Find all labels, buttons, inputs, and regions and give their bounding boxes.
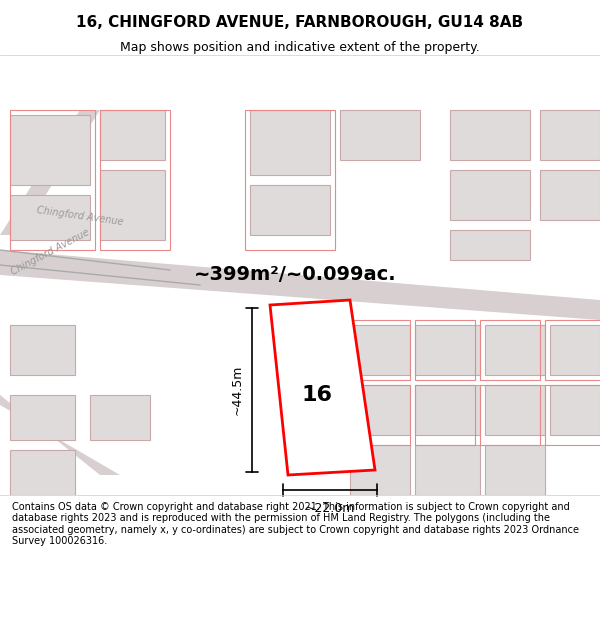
- Polygon shape: [10, 395, 75, 440]
- Polygon shape: [0, 110, 100, 235]
- Text: ~44.5m: ~44.5m: [231, 365, 244, 415]
- Polygon shape: [10, 115, 90, 185]
- Polygon shape: [100, 170, 165, 240]
- Polygon shape: [350, 325, 410, 375]
- Polygon shape: [90, 395, 150, 440]
- Text: Contains OS data © Crown copyright and database right 2021. This information is : Contains OS data © Crown copyright and d…: [12, 501, 579, 546]
- Polygon shape: [350, 445, 410, 495]
- Text: 16: 16: [302, 385, 332, 405]
- Polygon shape: [10, 450, 75, 495]
- Polygon shape: [250, 185, 330, 235]
- Polygon shape: [450, 110, 530, 160]
- Polygon shape: [540, 110, 600, 160]
- Polygon shape: [340, 110, 420, 160]
- Polygon shape: [485, 385, 545, 435]
- Polygon shape: [100, 110, 165, 160]
- Text: ~22.0m: ~22.0m: [305, 502, 355, 515]
- Polygon shape: [415, 445, 480, 495]
- Polygon shape: [450, 230, 530, 260]
- Polygon shape: [550, 325, 600, 375]
- Text: Map shows position and indicative extent of the property.: Map shows position and indicative extent…: [120, 41, 480, 54]
- Polygon shape: [450, 170, 530, 220]
- Text: 16, CHINGFORD AVENUE, FARNBOROUGH, GU14 8AB: 16, CHINGFORD AVENUE, FARNBOROUGH, GU14 …: [76, 16, 524, 31]
- Polygon shape: [485, 445, 545, 495]
- Text: Chingford Avenue: Chingford Avenue: [9, 227, 91, 277]
- Polygon shape: [485, 325, 545, 375]
- Polygon shape: [0, 250, 600, 320]
- Text: Chingford Avenue: Chingford Avenue: [36, 205, 124, 227]
- Polygon shape: [415, 325, 480, 375]
- Text: ~399m²/~0.099ac.: ~399m²/~0.099ac.: [194, 266, 397, 284]
- Polygon shape: [10, 195, 90, 240]
- Polygon shape: [350, 385, 410, 435]
- Polygon shape: [0, 395, 120, 475]
- Polygon shape: [250, 110, 330, 175]
- Polygon shape: [270, 300, 375, 475]
- Polygon shape: [550, 385, 600, 435]
- Polygon shape: [415, 385, 480, 435]
- Polygon shape: [10, 325, 75, 375]
- Polygon shape: [540, 170, 600, 220]
